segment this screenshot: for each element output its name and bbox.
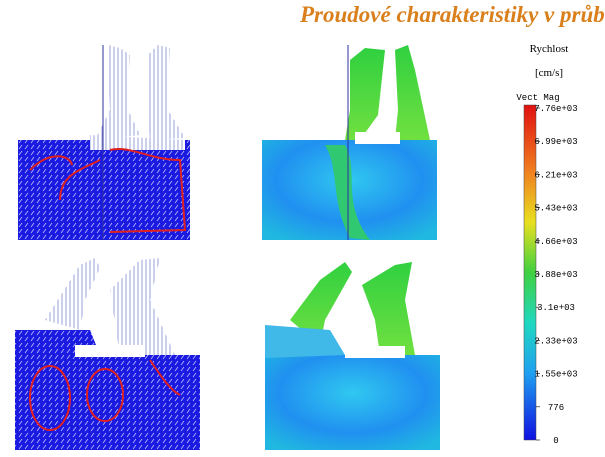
colorbar-label: Rychlost <box>530 43 569 55</box>
colorbar-unit: [cm/s] <box>535 67 563 79</box>
contour-panel <box>262 45 437 240</box>
colorbar-tick-label: 0 <box>553 436 558 446</box>
colorbar-tick-label: 2.33e+03 <box>534 336 577 346</box>
colorbar-tick-label: 7.76e+03 <box>534 104 577 114</box>
vector-panel <box>18 45 190 240</box>
colorbar-tick-label: 6.21e+03 <box>534 170 577 180</box>
colorbar-tick-label: 5.43e+03 <box>534 204 577 214</box>
colorbar <box>523 104 537 441</box>
colorbar-tick-label: 776 <box>548 403 564 413</box>
contour-panel <box>265 262 440 450</box>
colorbar-tick-label: 3.1e+03 <box>537 303 575 313</box>
title: Proudové charakteristiky v průběhu sání <box>299 2 605 27</box>
colorbar-tick-label: 1.55e+03 <box>534 370 577 380</box>
colorbar-tick-label: 6.99e+03 <box>534 137 577 147</box>
colorbar-name: Vect Mag <box>516 93 559 103</box>
vector-panel <box>15 258 200 450</box>
colorbar-ticks: 7.76e+03 6.99e+03 6.21e+03 5.43e+03 4.66e+03… <box>534 104 577 446</box>
colorbar-tick-label: 3.88e+03 <box>534 270 577 280</box>
colorbar-tick-label: 4.66e+03 <box>534 237 577 247</box>
